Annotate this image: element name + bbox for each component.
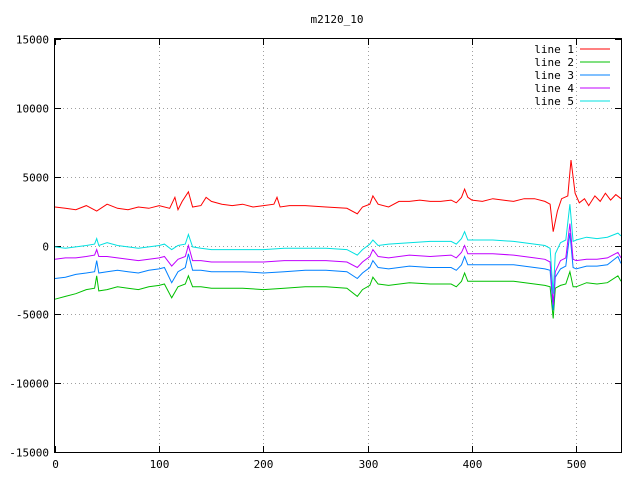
x-tick-label: 500 (567, 458, 587, 471)
legend-label-4: line 4 (534, 82, 574, 95)
y-tick-label: 10000 (16, 103, 49, 116)
y-tick-label: -15000 (9, 447, 49, 460)
series-layer (54, 160, 622, 319)
y-tick-label: 0 (42, 241, 49, 254)
series-line-3 (54, 233, 622, 311)
legend-label-3: line 3 (534, 69, 574, 82)
legend-label-5: line 5 (534, 95, 574, 108)
grid (55, 39, 621, 452)
axis-ticks: 0 100 200 300 400 500 -15000 -10000 -5000 0 5000 10… (9, 34, 621, 471)
legend-label-2: line 2 (534, 56, 574, 69)
y-tick-label: -5000 (16, 309, 49, 322)
series-line-4 (54, 223, 622, 305)
plot-frame (54, 38, 622, 453)
x-tick-label: 400 (463, 458, 483, 471)
x-tick-label: 300 (359, 458, 379, 471)
chart-title: m2120_10 (311, 13, 364, 26)
x-tick-label: 0 (52, 458, 59, 471)
legend-label-1: line 1 (534, 43, 574, 56)
series-line-5 (54, 204, 622, 294)
x-tick-label: 100 (150, 458, 170, 471)
y-tick-label: -10000 (9, 378, 49, 391)
x-tick-label: 200 (254, 458, 274, 471)
y-tick-label: 15000 (16, 34, 49, 47)
series-line-1 (54, 160, 622, 232)
y-tick-label: 5000 (23, 172, 50, 185)
series-line-2 (54, 269, 622, 319)
